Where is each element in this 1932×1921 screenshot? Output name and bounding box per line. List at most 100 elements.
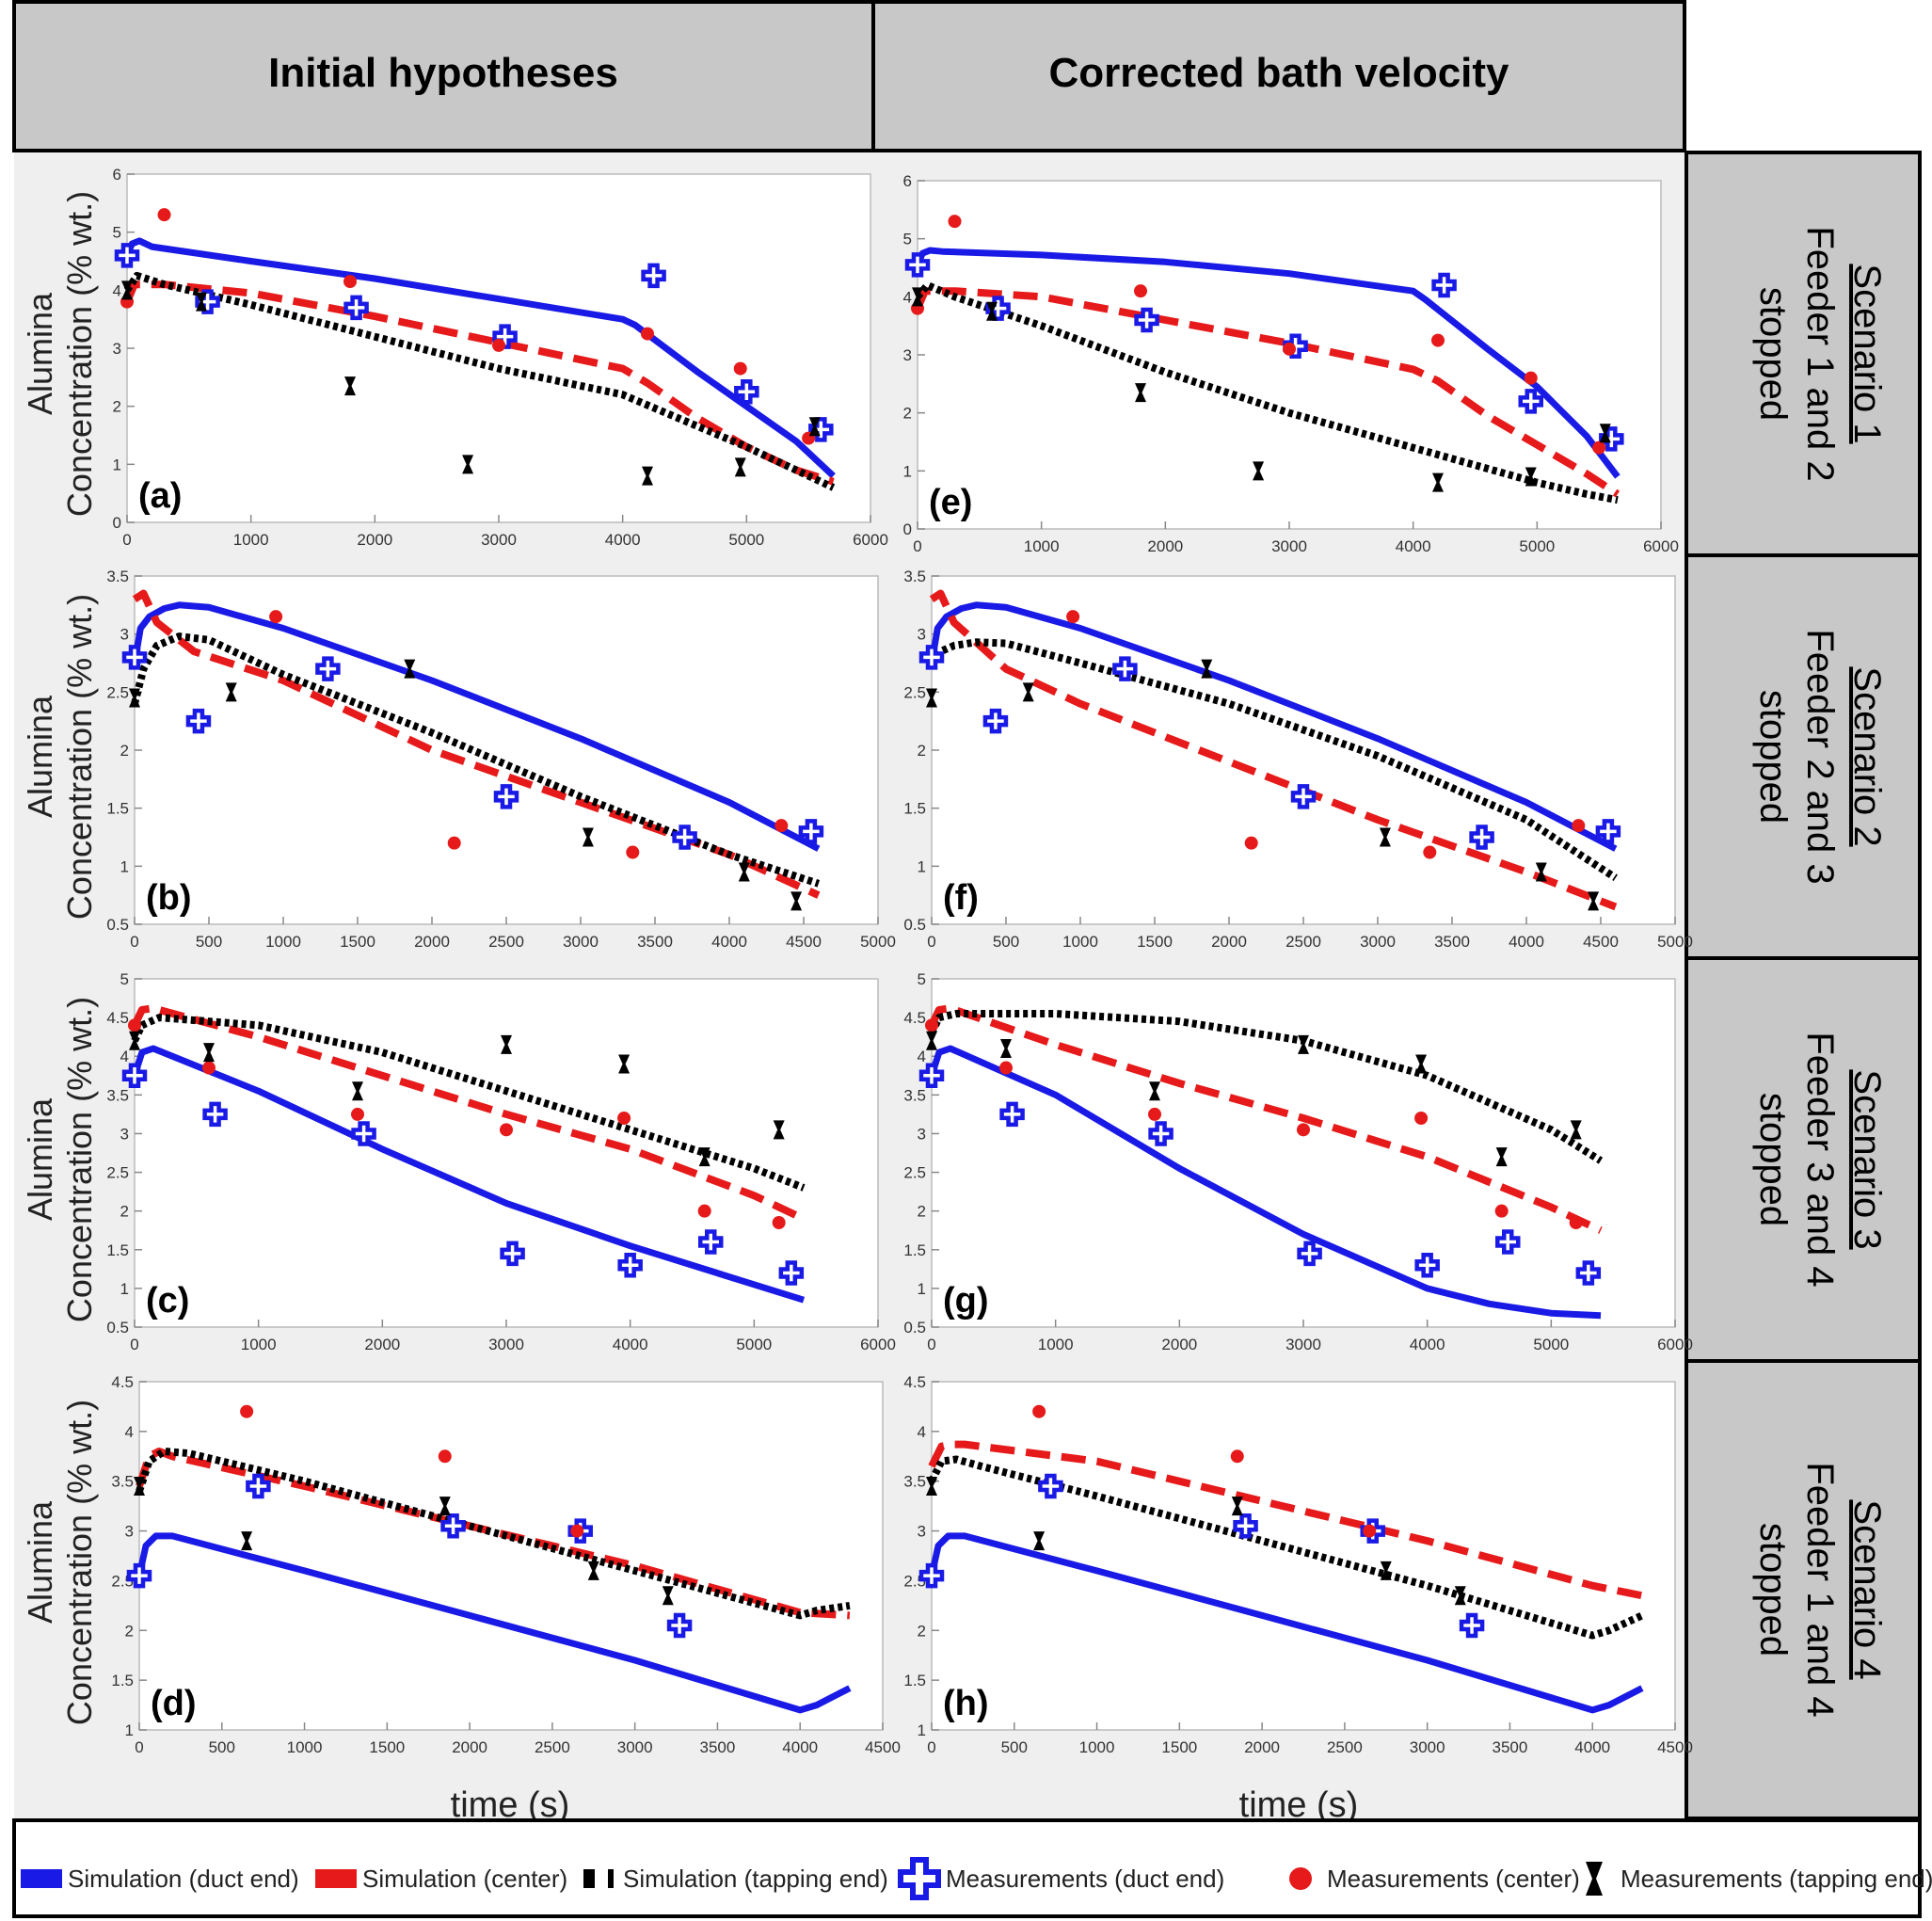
ylabel-row4-line2: Concentration (% wt.) <box>60 1400 99 1725</box>
y-tick-label: 3.5 <box>903 1473 926 1491</box>
scenario-3-subtitle: Feeder 3 and 4 <box>1799 1032 1841 1287</box>
marker-tapping <box>462 455 474 474</box>
y-tick-label: 2 <box>918 742 926 760</box>
plot-area <box>931 978 1676 1328</box>
marker-center <box>1524 371 1538 385</box>
marker-duct <box>1595 819 1621 844</box>
marker-duct <box>641 263 666 289</box>
marker-duct <box>1495 1229 1521 1255</box>
legend-items: Simulation (duct end) Simulation (center)… <box>21 1857 1932 1900</box>
marker-duct <box>1283 333 1308 359</box>
marker-center <box>157 208 171 222</box>
scenario-4-subtitle: Feeder 1 and 4 <box>1799 1462 1841 1717</box>
marker-duct <box>734 379 759 405</box>
ylabel-row3-line1: Alumina <box>21 1097 59 1221</box>
x-tick-label: 3000 <box>1410 1738 1445 1756</box>
y-tick-label: 3.5 <box>903 1086 926 1104</box>
x-tick-label: 1000 <box>1038 1336 1074 1353</box>
marker-duct <box>500 1241 525 1267</box>
x-tick-label: 5000 <box>1657 933 1693 951</box>
marker-duct <box>798 819 824 844</box>
marker-tapping <box>618 1054 631 1074</box>
y-tick-label: 3.5 <box>903 568 926 585</box>
scenario-boxes: Scenario 1 Feeder 1 and 2 stopped Scenar… <box>1685 151 1922 1820</box>
x-tick-label: 4500 <box>786 933 822 951</box>
marker-duct <box>1148 1121 1174 1146</box>
series-line-center <box>123 280 835 486</box>
x-tick-label: 0 <box>913 537 921 555</box>
x-tick-label: 3500 <box>1493 1738 1528 1756</box>
marker-tapping <box>1495 1147 1508 1167</box>
marker-tapping <box>121 280 133 300</box>
x-tick-label: 2000 <box>1211 933 1247 951</box>
marker-duct <box>918 1562 945 1589</box>
x-tick-label: 3500 <box>700 1738 736 1756</box>
x-tick-label: 1000 <box>1079 1738 1115 1756</box>
marker-duct <box>1038 1473 1063 1499</box>
series-line-duct <box>136 1532 852 1714</box>
y-tick-label: 4 <box>903 288 912 306</box>
x-tick-label: 4000 <box>1574 1738 1610 1756</box>
marker-center <box>1363 1524 1377 1538</box>
y-tick-label: 1 <box>125 1721 134 1739</box>
x-tick-label: 3000 <box>1360 933 1396 951</box>
marker-tapping <box>926 1031 937 1050</box>
series-line-duct <box>914 247 1621 479</box>
marker-center <box>1283 342 1296 356</box>
x-tick-label: 3000 <box>1271 537 1307 555</box>
marker-tapping <box>734 457 746 477</box>
legend-label: Simulation (duct end) <box>68 1865 299 1893</box>
marker-duct <box>121 1063 148 1089</box>
marker-tapping <box>738 862 750 882</box>
y-tick-label: 6 <box>903 172 912 190</box>
x-tick-label: 0 <box>130 1336 138 1353</box>
legend-swatch <box>898 1857 941 1900</box>
marker-center <box>733 361 747 376</box>
marker-center <box>948 215 962 229</box>
x-tick-label: 1000 <box>287 1738 323 1756</box>
legend-item: Measurements (center) <box>1289 1865 1580 1893</box>
marker-tapping <box>1201 659 1213 679</box>
marker-tapping <box>1380 1561 1392 1580</box>
y-tick-label: 1.5 <box>111 1672 134 1689</box>
x-tick-label: 2000 <box>357 531 392 549</box>
marker-duct <box>808 417 834 442</box>
marker-tapping <box>1415 1054 1428 1074</box>
panel-label: (b) <box>146 878 192 918</box>
x-tick-label: 1500 <box>369 1738 405 1756</box>
x-tick-label: 2500 <box>1285 933 1321 951</box>
y-tick-label: 1.5 <box>903 1241 926 1259</box>
marker-tapping <box>196 292 207 312</box>
x-tick-label: 500 <box>196 933 222 951</box>
series-line-tapping <box>914 281 1619 504</box>
y-tick-label: 4 <box>918 1423 926 1441</box>
marker-duct <box>1290 784 1317 809</box>
y-tick-label: 5 <box>113 224 121 242</box>
marker-duct <box>617 1252 643 1278</box>
marker-tapping <box>1253 461 1265 481</box>
marker-center <box>1423 845 1437 859</box>
scenario-box-2: Scenario 2 Feeder 2 and 3 stopped <box>1685 553 1922 960</box>
y-tick-label: 2 <box>120 1203 129 1221</box>
marker-tapping <box>642 466 653 486</box>
chart-panel-1: 0 500 1000 1500 2000 2500 3000 3500 4000 4500 5000… <box>106 568 896 951</box>
x-tick-label: 2000 <box>1161 1336 1197 1353</box>
legend-swatch <box>1289 1867 1312 1890</box>
scenario-box-4: Scenario 4 Feeder 1 and 4 stopped <box>1685 1359 1922 1820</box>
legend-item: Simulation (duct end) <box>21 1865 299 1893</box>
x-tick-label: 1500 <box>340 933 375 951</box>
y-tick-label: 3 <box>125 1523 134 1541</box>
series-line-center <box>929 589 1618 911</box>
legend: Simulation (duct end) Simulation (center)… <box>12 1818 1932 1918</box>
marker-tapping <box>1599 424 1611 443</box>
y-tick-label: 3 <box>918 626 926 644</box>
marker-center <box>1297 1123 1310 1137</box>
marker-center <box>1569 1216 1583 1229</box>
scenario-2-subtitle: Feeder 2 and 3 <box>1799 629 1841 884</box>
marker-tapping <box>587 1561 599 1580</box>
y-tick-label: 4 <box>113 281 121 299</box>
y-tick-label: 4.5 <box>111 1373 134 1391</box>
marker-tapping <box>926 688 937 708</box>
y-tick-label: 4.5 <box>903 1373 926 1391</box>
